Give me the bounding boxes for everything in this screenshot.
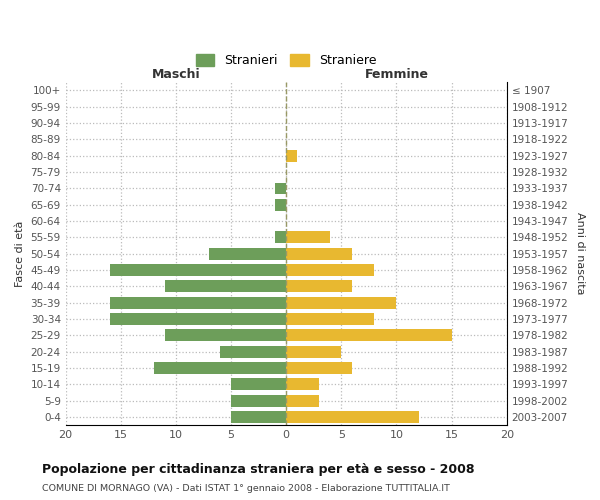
Text: Popolazione per cittadinanza straniera per età e sesso - 2008: Popolazione per cittadinanza straniera p… [42,462,475,475]
Bar [231,378,286,390]
Y-axis label: Fasce di età: Fasce di età [15,220,25,287]
Bar [209,248,286,260]
Bar [220,346,286,358]
Bar [275,232,286,243]
Bar [110,313,286,325]
Bar [286,280,352,292]
Bar [165,280,286,292]
Bar [110,264,286,276]
Bar [154,362,286,374]
Text: Maschi: Maschi [152,68,200,80]
Bar [286,232,331,243]
Bar [231,395,286,406]
Bar [275,199,286,210]
Bar [110,297,286,308]
Bar [286,264,374,276]
Bar [286,411,419,423]
Bar [286,346,341,358]
Bar [275,182,286,194]
Bar [286,313,374,325]
Text: Femmine: Femmine [364,68,428,80]
Bar [286,378,319,390]
Bar [286,297,397,308]
Y-axis label: Anni di nascita: Anni di nascita [575,212,585,295]
Text: COMUNE DI MORNAGO (VA) - Dati ISTAT 1° gennaio 2008 - Elaborazione TUTTITALIA.IT: COMUNE DI MORNAGO (VA) - Dati ISTAT 1° g… [42,484,450,493]
Bar [231,411,286,423]
Bar [286,362,352,374]
Bar [286,150,297,162]
Bar [286,330,452,341]
Bar [286,395,319,406]
Bar [286,248,352,260]
Bar [165,330,286,341]
Legend: Stranieri, Straniere: Stranieri, Straniere [196,54,377,67]
